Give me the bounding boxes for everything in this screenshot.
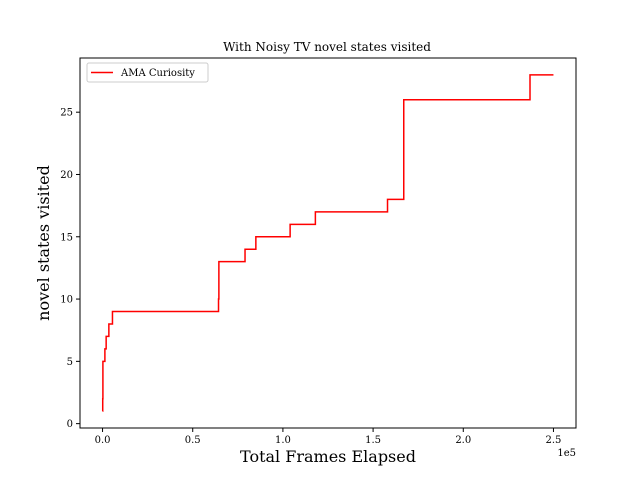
x-tick-label: 0.0 <box>95 435 111 446</box>
y-axis-label: novel states visited <box>34 165 53 321</box>
legend: AMA Curiosity <box>86 62 209 83</box>
chart-title: With Noisy TV novel states visited <box>223 40 431 54</box>
x-axis-label: Total Frames Elapsed <box>240 447 416 466</box>
y-tick-label: 10 <box>60 295 73 306</box>
x-tick-label: 1.5 <box>365 435 381 446</box>
y-axis-ticks: 0 5 10 15 20 25 <box>60 108 80 430</box>
y-tick-label: 5 <box>67 357 73 368</box>
legend-box <box>86 62 209 83</box>
x-tick-label: 0.5 <box>185 435 201 446</box>
series-line <box>101 74 554 412</box>
legend-label: AMA Curiosity <box>120 68 195 79</box>
axes-frame <box>79 57 577 429</box>
plot-area <box>79 57 577 429</box>
y-tick-label: 0 <box>67 419 73 430</box>
x-tick-label: 2.0 <box>455 435 471 446</box>
series-layer <box>101 74 554 412</box>
x-axis-offset-label: 1e5 <box>557 448 576 459</box>
x-tick-label: 1.0 <box>275 435 291 446</box>
y-tick-label: 15 <box>60 232 73 243</box>
y-tick-label: 25 <box>60 108 73 119</box>
y-tick-label: 20 <box>60 170 73 181</box>
x-tick-label: 2.5 <box>546 435 562 446</box>
x-axis-ticks: 0.0 0.5 1.0 1.5 2.0 2.5 <box>95 428 562 446</box>
